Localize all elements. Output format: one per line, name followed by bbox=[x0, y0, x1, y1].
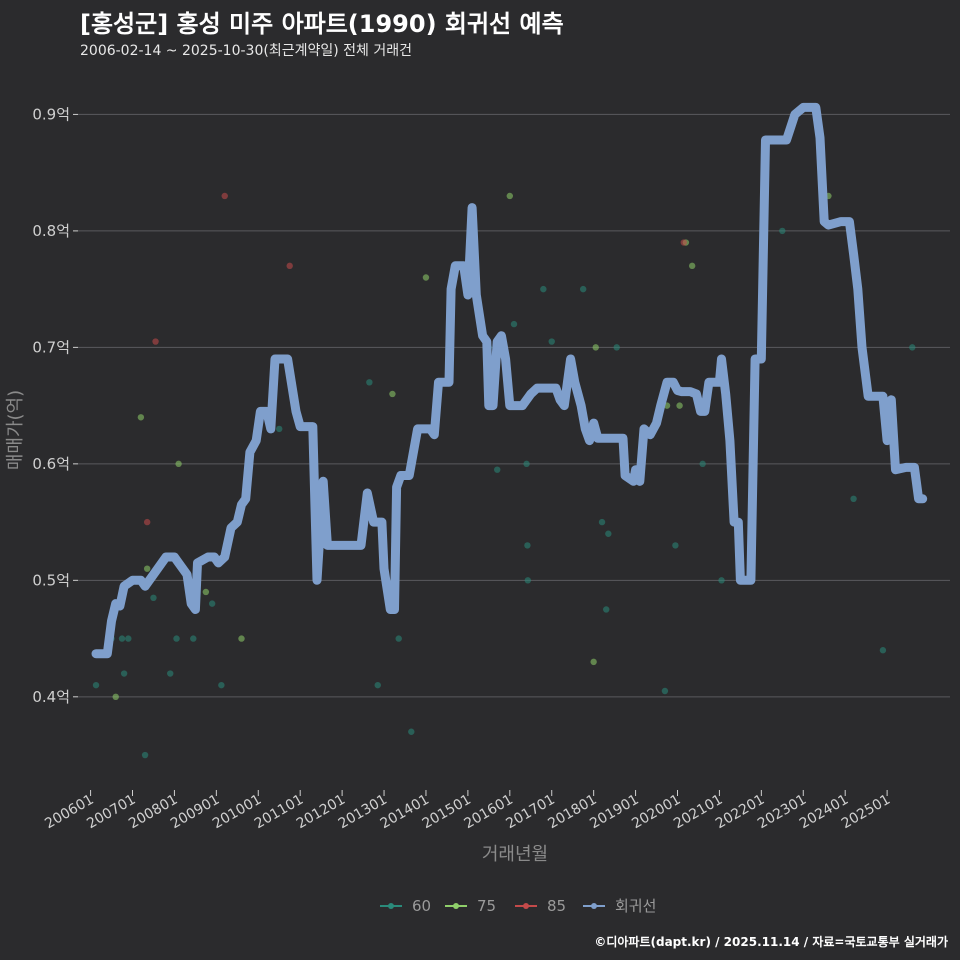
chart-subtitle: 2006-02-14 ~ 2025-10-30(최근계약일) 전체 거래건 bbox=[80, 43, 412, 59]
x-axis-ticks: 2006012007012008012009012010012011012012… bbox=[42, 790, 893, 832]
point-60-33 bbox=[699, 460, 706, 468]
legend-key-dot-회귀선 bbox=[591, 903, 597, 909]
source-caption: ©디아파트(dapt.kr) / 2025.11.14 / 자료=국토교통부 실… bbox=[594, 935, 948, 949]
x-tick-label: 202501 bbox=[839, 792, 893, 833]
point-60-31 bbox=[661, 687, 669, 695]
point-60-12 bbox=[276, 425, 283, 433]
point-60-21 bbox=[523, 460, 530, 468]
point-75-2 bbox=[143, 565, 151, 572]
point-60-14 bbox=[374, 681, 381, 689]
point-60-19 bbox=[510, 320, 518, 328]
point-60-30 bbox=[613, 344, 620, 351]
point-60-3 bbox=[125, 635, 132, 642]
point-60-27 bbox=[598, 518, 606, 526]
point-75-12 bbox=[676, 402, 683, 409]
point-60-11 bbox=[218, 681, 225, 689]
y-tick-label: 0.4억 bbox=[32, 688, 70, 706]
point-85-1 bbox=[152, 338, 159, 345]
point-75-7 bbox=[422, 274, 430, 281]
point-60-22 bbox=[524, 542, 531, 549]
point-60-0 bbox=[92, 681, 100, 689]
point-75-1 bbox=[137, 414, 145, 421]
point-60-15 bbox=[395, 635, 402, 642]
chart-title: [홍성군] 홍성 미주 아파트(1990) 회귀선 예측 bbox=[80, 10, 564, 38]
point-75-6 bbox=[389, 390, 396, 398]
point-60-8 bbox=[173, 635, 180, 642]
legend-label: 85 bbox=[547, 897, 566, 915]
point-60-23 bbox=[524, 577, 532, 584]
point-60-16 bbox=[408, 728, 415, 735]
point-60-5 bbox=[141, 751, 149, 759]
point-60-32 bbox=[672, 542, 679, 549]
legend-label: 회귀선 bbox=[615, 897, 656, 915]
point-75-3 bbox=[175, 460, 182, 468]
point-75-0 bbox=[112, 693, 119, 701]
y-tick-label: 0.6억 bbox=[32, 455, 70, 473]
point-85-2 bbox=[221, 192, 228, 200]
point-60-29 bbox=[603, 606, 610, 613]
point-75-5 bbox=[238, 635, 245, 642]
point-85-4 bbox=[680, 239, 687, 246]
point-75-4 bbox=[202, 588, 210, 596]
point-60-4 bbox=[120, 670, 128, 677]
legend-label: 60 bbox=[412, 897, 431, 915]
point-60-28 bbox=[605, 530, 612, 537]
point-60-18 bbox=[494, 466, 501, 473]
point-60-2 bbox=[118, 635, 126, 642]
y-tick-label: 0.7억 bbox=[32, 338, 70, 356]
point-60-38 bbox=[909, 344, 916, 351]
point-75-10 bbox=[592, 344, 599, 351]
point-60-34 bbox=[718, 577, 725, 584]
point-85-3 bbox=[286, 262, 293, 270]
legend-label: 75 bbox=[477, 897, 496, 915]
point-60-24 bbox=[540, 285, 547, 293]
y-tick-label: 0.5억 bbox=[32, 571, 70, 589]
point-75-9 bbox=[590, 658, 597, 666]
point-60-9 bbox=[190, 635, 197, 642]
y-axis-ticks: 0.4억 0.5억 0.6억 0.7억 0.8억 0.9억 bbox=[32, 105, 78, 706]
point-60-6 bbox=[150, 594, 157, 602]
point-60-37 bbox=[879, 647, 887, 654]
point-60-25 bbox=[548, 338, 555, 345]
regression-line-group bbox=[91, 102, 928, 659]
y-axis-title: 매매가(억) bbox=[5, 390, 26, 470]
point-60-13 bbox=[366, 379, 373, 386]
scatter-points bbox=[92, 192, 916, 759]
y-tick-label: 0.8억 bbox=[32, 222, 70, 240]
legend-key-dot-60 bbox=[388, 903, 394, 909]
point-75-14 bbox=[688, 262, 696, 270]
point-60-26 bbox=[579, 285, 587, 293]
legend-key-dot-85 bbox=[523, 903, 529, 909]
y-tick-label: 0.9억 bbox=[32, 105, 70, 123]
point-75-8 bbox=[506, 192, 514, 200]
legend-key-dot-75 bbox=[453, 903, 459, 909]
point-60-7 bbox=[167, 670, 174, 677]
point-60-35 bbox=[779, 227, 786, 235]
point-60-10 bbox=[208, 600, 216, 607]
point-85-0 bbox=[143, 518, 151, 526]
x-axis-title: 거래년월 bbox=[482, 844, 548, 865]
regression-line bbox=[91, 102, 928, 659]
legend: 60 75 85 회귀선 bbox=[380, 897, 656, 915]
point-60-36 bbox=[850, 495, 857, 502]
grid-lines bbox=[78, 113, 950, 698]
